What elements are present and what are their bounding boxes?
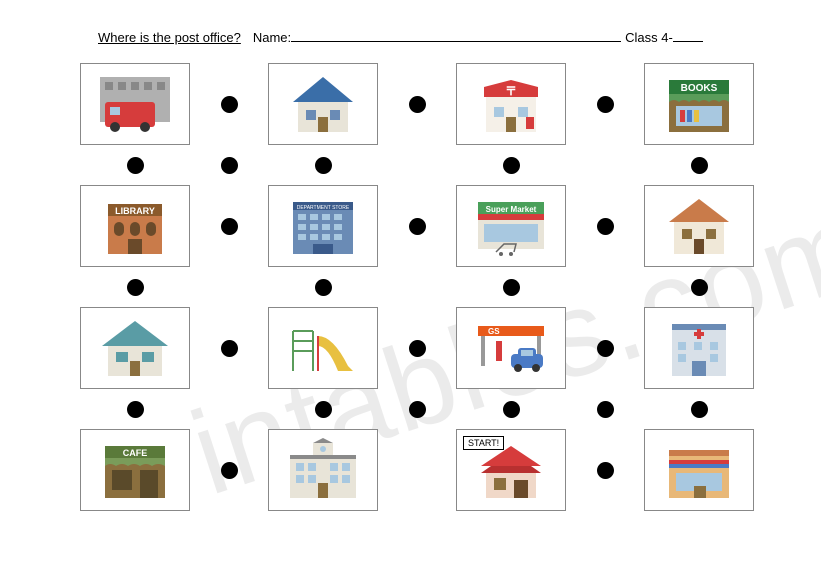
card-restaurant-start: START! <box>456 429 566 511</box>
path-dot <box>315 401 332 418</box>
path-dot <box>127 279 144 296</box>
house-icon <box>278 72 368 137</box>
card-hospital <box>644 307 754 389</box>
class-label: Class 4- <box>625 30 673 45</box>
path-dot <box>409 340 426 357</box>
path-dot <box>597 340 614 357</box>
path-dot <box>691 157 708 174</box>
grid-row-1: 〒 BOOKS <box>80 58 760 150</box>
cafe-icon: CAFE <box>90 438 180 503</box>
card-dept-store: DEPARTMENT STORE <box>268 185 378 267</box>
house-icon <box>90 316 180 381</box>
svg-text:BOOKS: BOOKS <box>681 83 718 94</box>
class-input-line[interactable] <box>673 28 703 42</box>
worksheet-header: Where is the post office? Name: Class 4- <box>98 28 703 45</box>
worksheet-title: Where is the post office? <box>98 30 241 45</box>
start-label: START! <box>463 436 504 450</box>
gas-station-icon: GS <box>466 316 556 381</box>
dot-row-2 <box>80 272 760 302</box>
card-library: LIBRARY <box>80 185 190 267</box>
card-house-teal <box>80 307 190 389</box>
bookstore-icon: BOOKS <box>654 72 744 137</box>
dept-store-icon: DEPARTMENT STORE <box>278 194 368 259</box>
house-icon <box>654 194 744 259</box>
card-gas-station: GS <box>456 307 566 389</box>
card-cafe: CAFE <box>80 429 190 511</box>
card-house-blue <box>268 63 378 145</box>
card-school <box>268 429 378 511</box>
svg-text:Super Market: Super Market <box>486 205 537 214</box>
svg-text:GS: GS <box>488 327 500 336</box>
svg-text:LIBRARY: LIBRARY <box>115 206 155 216</box>
svg-text:CAFE: CAFE <box>123 448 148 458</box>
svg-text:〒: 〒 <box>505 84 517 98</box>
path-dot <box>315 279 332 296</box>
path-dot <box>221 462 238 479</box>
path-dot <box>597 401 614 418</box>
path-dot <box>221 218 238 235</box>
school-icon <box>278 438 368 503</box>
card-post-office: 〒 <box>456 63 566 145</box>
dot-row-3 <box>80 394 760 424</box>
path-dot <box>127 401 144 418</box>
conv-store-icon <box>654 438 744 503</box>
card-conv-store <box>644 429 754 511</box>
name-input-line[interactable] <box>291 28 621 42</box>
grid-row-2: LIBRARY DEPARTMENT STORE Super Marke <box>80 180 760 272</box>
card-playground <box>268 307 378 389</box>
library-icon: LIBRARY <box>90 194 180 259</box>
building-grid: 〒 BOOKS <box>80 58 760 516</box>
path-dot <box>503 157 520 174</box>
fire-station-icon <box>90 72 180 137</box>
path-dot <box>221 96 238 113</box>
path-dot <box>127 157 144 174</box>
path-dot <box>691 401 708 418</box>
path-dot <box>597 218 614 235</box>
playground-icon <box>278 316 368 381</box>
path-dot <box>597 462 614 479</box>
grid-row-3: GS <box>80 302 760 394</box>
card-house-brown <box>644 185 754 267</box>
dot-row-1 <box>80 150 760 180</box>
path-dot <box>315 157 332 174</box>
path-dot <box>503 401 520 418</box>
path-dot <box>409 401 426 418</box>
path-dot <box>409 96 426 113</box>
card-bookstore: BOOKS <box>644 63 754 145</box>
card-supermarket: Super Market <box>456 185 566 267</box>
hospital-icon <box>654 316 744 381</box>
grid-row-4: CAFE START! <box>80 424 760 516</box>
card-fire-station <box>80 63 190 145</box>
path-dot <box>503 279 520 296</box>
path-dot <box>221 157 238 174</box>
supermarket-icon: Super Market <box>466 194 556 259</box>
path-dot <box>691 279 708 296</box>
name-label: Name: <box>253 30 291 45</box>
path-dot <box>221 340 238 357</box>
path-dot <box>597 96 614 113</box>
path-dot <box>409 218 426 235</box>
post-office-icon: 〒 <box>466 72 556 137</box>
